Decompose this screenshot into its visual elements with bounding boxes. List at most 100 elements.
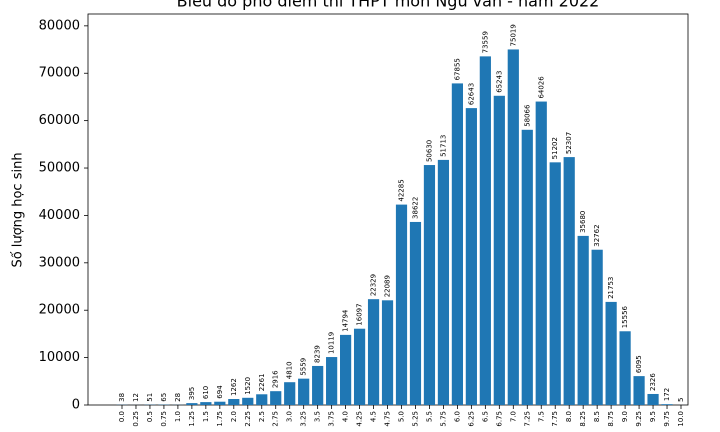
x-tick-label: 4.25 <box>356 411 364 427</box>
bar <box>381 300 394 405</box>
bar <box>605 301 617 405</box>
x-tick-label: 2.75 <box>272 411 280 427</box>
x-tick-label: 6.5 <box>481 411 489 422</box>
value-label: 51 <box>146 393 154 402</box>
bar <box>535 101 547 405</box>
x-tick-label: 9.5 <box>649 411 657 422</box>
bar <box>577 235 589 405</box>
value-label: 694 <box>216 385 224 399</box>
x-tick-label: 6.25 <box>467 411 475 427</box>
x-tick-label: 3.25 <box>300 411 308 427</box>
bar <box>493 95 505 405</box>
x-tick-label: 9.25 <box>635 411 643 427</box>
x-tick-label: 2.0 <box>230 411 238 422</box>
bar <box>186 403 198 405</box>
bar <box>563 157 575 405</box>
bar <box>507 49 519 405</box>
y-tick-label: 10000 <box>39 350 80 365</box>
value-label: 64026 <box>537 76 545 99</box>
bar <box>367 299 380 405</box>
bar <box>340 334 352 405</box>
bar <box>437 159 450 405</box>
bar <box>270 391 282 405</box>
value-label: 51202 <box>551 137 559 159</box>
value-label: 75019 <box>509 24 517 46</box>
value-label: 395 <box>188 387 196 400</box>
x-tick-label: 1.25 <box>188 411 196 427</box>
bar <box>591 249 603 405</box>
value-label: 52307 <box>565 132 573 154</box>
x-tick-label: 10.0 <box>677 411 685 427</box>
x-tick-label: 9.0 <box>621 411 629 422</box>
y-tick-label: 50000 <box>39 161 80 176</box>
x-tick-label: 2.5 <box>258 411 266 422</box>
bar <box>256 394 268 405</box>
value-label: 65 <box>160 393 168 402</box>
y-tick-label: 30000 <box>39 255 80 270</box>
value-label: 42285 <box>398 179 406 201</box>
x-tick-label: 1.0 <box>174 411 182 422</box>
bar <box>326 357 338 405</box>
y-tick-label: 20000 <box>39 303 80 318</box>
bar <box>353 328 366 405</box>
value-label: 65243 <box>495 71 503 93</box>
chart-title: Biểu đồ phổ điểm thi THPT môn Ngữ văn - … <box>177 0 600 11</box>
y-axis-label: Số lượng học sinh <box>11 152 26 267</box>
y-tick-label: 80000 <box>39 18 80 33</box>
x-tick-label: 8.75 <box>607 411 615 427</box>
x-tick-label: 4.75 <box>384 411 392 427</box>
value-label: 58066 <box>523 104 531 127</box>
y-tick-label: 40000 <box>39 208 80 223</box>
bar <box>409 221 422 405</box>
bar <box>312 365 324 405</box>
bar <box>395 204 408 405</box>
value-label: 10119 <box>328 332 336 354</box>
x-tick-label: 8.5 <box>593 411 601 422</box>
bar <box>451 83 463 406</box>
value-label: 67855 <box>453 58 461 80</box>
value-label: 73559 <box>481 31 489 53</box>
value-label: 38622 <box>411 197 419 219</box>
value-label: 172 <box>663 388 671 401</box>
x-tick-label: 3.0 <box>286 411 294 422</box>
x-tick-label: 6.75 <box>495 411 503 427</box>
value-label: 2916 <box>272 370 280 388</box>
bar <box>200 402 212 405</box>
bar <box>228 399 240 405</box>
x-tick-label: 2.25 <box>244 411 252 427</box>
value-label: 32762 <box>593 224 601 246</box>
bar <box>242 397 254 405</box>
bar <box>549 162 561 405</box>
x-tick-label: 0.0 <box>118 411 126 422</box>
bar <box>423 165 436 405</box>
x-tick-label: 7.75 <box>551 411 559 427</box>
bar <box>661 404 673 405</box>
x-tick-label: 4.5 <box>370 411 378 422</box>
bar <box>284 382 296 405</box>
x-tick-label: 7.25 <box>523 411 531 427</box>
x-tick-label: 0.25 <box>132 411 140 427</box>
bar <box>647 393 659 405</box>
x-tick-label: 5.5 <box>425 411 433 422</box>
bar <box>298 378 310 405</box>
bar <box>521 129 533 405</box>
x-tick-label: 5.0 <box>398 411 406 422</box>
x-tick-label: 5.25 <box>411 411 419 427</box>
x-tick-label: 0.5 <box>146 411 154 422</box>
value-label: 1520 <box>244 377 252 395</box>
value-label: 1262 <box>230 378 238 396</box>
x-tick-label: 9.75 <box>663 411 671 427</box>
value-label: 21753 <box>607 277 615 299</box>
value-label: 4810 <box>286 361 294 379</box>
x-tick-label: 7.5 <box>537 411 545 422</box>
x-tick-label: 8.0 <box>565 411 573 422</box>
value-label: 38 <box>118 393 126 402</box>
value-label: 12 <box>132 393 140 402</box>
bar <box>619 331 631 405</box>
x-tick-label: 5.75 <box>439 411 447 427</box>
value-label: 610 <box>202 386 210 399</box>
value-label: 8239 <box>314 345 322 363</box>
bar <box>479 56 491 406</box>
value-label: 14794 <box>342 309 350 332</box>
